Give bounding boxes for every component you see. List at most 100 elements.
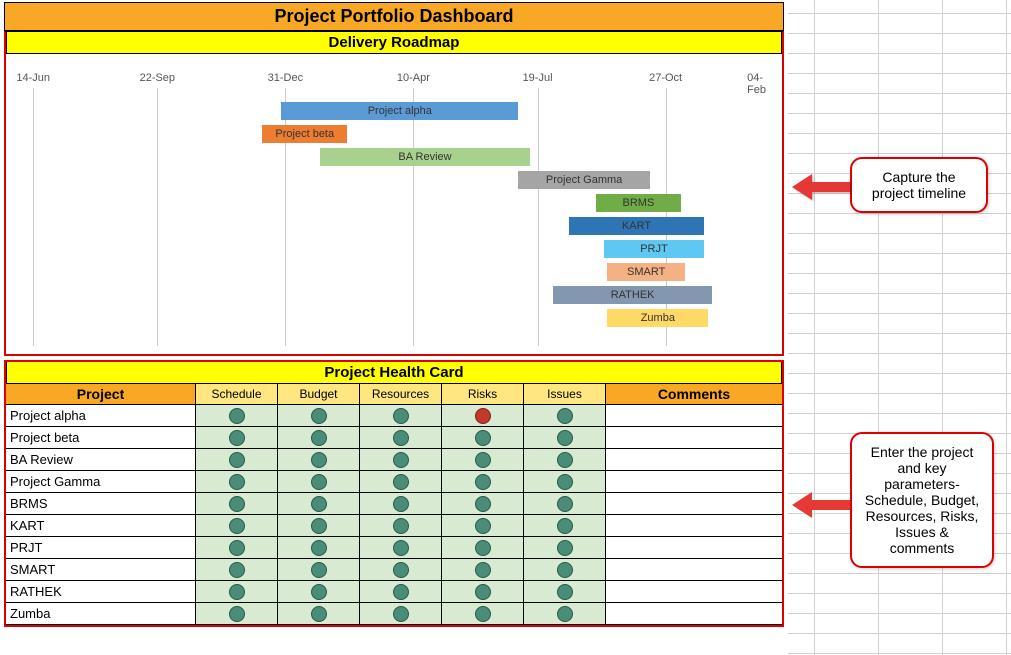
cell-comments[interactable] (606, 493, 782, 514)
cell-comments[interactable] (606, 471, 782, 492)
status-dot-icon (311, 474, 327, 490)
cell-project[interactable]: SMART (6, 559, 196, 580)
cell-comments[interactable] (606, 537, 782, 558)
cell-status[interactable] (442, 405, 524, 426)
cell-status[interactable] (442, 515, 524, 536)
table-row: KART (6, 515, 782, 537)
status-dot-icon (475, 474, 491, 490)
cell-comments[interactable] (606, 449, 782, 470)
cell-status[interactable] (278, 405, 360, 426)
status-dot-icon (311, 430, 327, 446)
cell-status[interactable] (360, 515, 442, 536)
status-dot-icon (393, 452, 409, 468)
cell-status[interactable] (442, 427, 524, 448)
cell-status[interactable] (442, 493, 524, 514)
cell-status[interactable] (524, 471, 606, 492)
col-header-metric: Resources (360, 384, 442, 404)
cell-status[interactable] (524, 449, 606, 470)
cell-status[interactable] (360, 537, 442, 558)
cell-status[interactable] (360, 559, 442, 580)
cell-project[interactable]: Project Gamma (6, 471, 196, 492)
gantt-bar: KART (569, 217, 705, 235)
status-dot-icon (393, 540, 409, 556)
cell-status[interactable] (196, 427, 278, 448)
cell-status[interactable] (278, 537, 360, 558)
cell-status[interactable] (524, 603, 606, 624)
cell-status[interactable] (196, 471, 278, 492)
cell-status[interactable] (278, 581, 360, 602)
cell-project[interactable]: Zumba (6, 603, 196, 624)
cell-status[interactable] (196, 405, 278, 426)
cell-status[interactable] (278, 603, 360, 624)
cell-status[interactable] (360, 427, 442, 448)
status-dot-icon (393, 518, 409, 534)
cell-comments[interactable] (606, 405, 782, 426)
cell-comments[interactable] (606, 515, 782, 536)
cell-status[interactable] (278, 515, 360, 536)
status-dot-icon (393, 430, 409, 446)
status-dot-icon (229, 562, 245, 578)
cell-status[interactable] (524, 405, 606, 426)
cell-status[interactable] (360, 493, 442, 514)
status-dot-icon (311, 518, 327, 534)
health-title: Project Health Card (6, 362, 782, 384)
gantt-chart: 14-Jun22-Sep31-Dec10-Apr19-Jul27-Oct04-F… (6, 54, 782, 354)
status-dot-icon (475, 518, 491, 534)
cell-status[interactable] (360, 603, 442, 624)
col-header-comments: Comments (606, 384, 782, 404)
cell-comments[interactable] (606, 581, 782, 602)
cell-status[interactable] (196, 493, 278, 514)
cell-status[interactable] (196, 603, 278, 624)
cell-status[interactable] (278, 471, 360, 492)
cell-status[interactable] (524, 427, 606, 448)
cell-status[interactable] (442, 537, 524, 558)
cell-status[interactable] (524, 581, 606, 602)
status-dot-icon (311, 408, 327, 424)
cell-status[interactable] (442, 581, 524, 602)
cell-status[interactable] (196, 537, 278, 558)
status-dot-icon (311, 584, 327, 600)
status-dot-icon (557, 562, 573, 578)
cell-project[interactable]: PRJT (6, 537, 196, 558)
cell-status[interactable] (196, 515, 278, 536)
cell-status[interactable] (196, 559, 278, 580)
status-dot-icon (311, 540, 327, 556)
cell-status[interactable] (360, 581, 442, 602)
cell-status[interactable] (524, 515, 606, 536)
table-row: Project beta (6, 427, 782, 449)
axis-label: 14-Jun (16, 72, 50, 84)
cell-comments[interactable] (606, 427, 782, 448)
cell-status[interactable] (524, 493, 606, 514)
cell-status[interactable] (524, 559, 606, 580)
status-dot-icon (475, 408, 491, 424)
cell-status[interactable] (196, 449, 278, 470)
cell-status[interactable] (360, 449, 442, 470)
gantt-bar: Project Gamma (518, 171, 650, 189)
status-dot-icon (311, 562, 327, 578)
cell-project[interactable]: KART (6, 515, 196, 536)
cell-project[interactable]: Project beta (6, 427, 196, 448)
cell-status[interactable] (278, 449, 360, 470)
cell-project[interactable]: BRMS (6, 493, 196, 514)
cell-project[interactable]: Project alpha (6, 405, 196, 426)
dashboard: Project Portfolio Dashboard Delivery Roa… (4, 2, 784, 627)
col-header-metric: Issues (524, 384, 606, 404)
cell-status[interactable] (196, 581, 278, 602)
cell-status[interactable] (524, 537, 606, 558)
cell-status[interactable] (442, 471, 524, 492)
cell-project[interactable]: RATHEK (6, 581, 196, 602)
cell-comments[interactable] (606, 603, 782, 624)
cell-status[interactable] (442, 449, 524, 470)
cell-status[interactable] (442, 559, 524, 580)
cell-status[interactable] (278, 559, 360, 580)
arrow-icon (790, 490, 852, 520)
cell-status[interactable] (278, 427, 360, 448)
cell-status[interactable] (360, 405, 442, 426)
cell-status[interactable] (442, 603, 524, 624)
cell-project[interactable]: BA Review (6, 449, 196, 470)
status-dot-icon (229, 584, 245, 600)
cell-status[interactable] (278, 493, 360, 514)
cell-comments[interactable] (606, 559, 782, 580)
cell-status[interactable] (360, 471, 442, 492)
gantt-bar: BA Review (320, 148, 530, 166)
